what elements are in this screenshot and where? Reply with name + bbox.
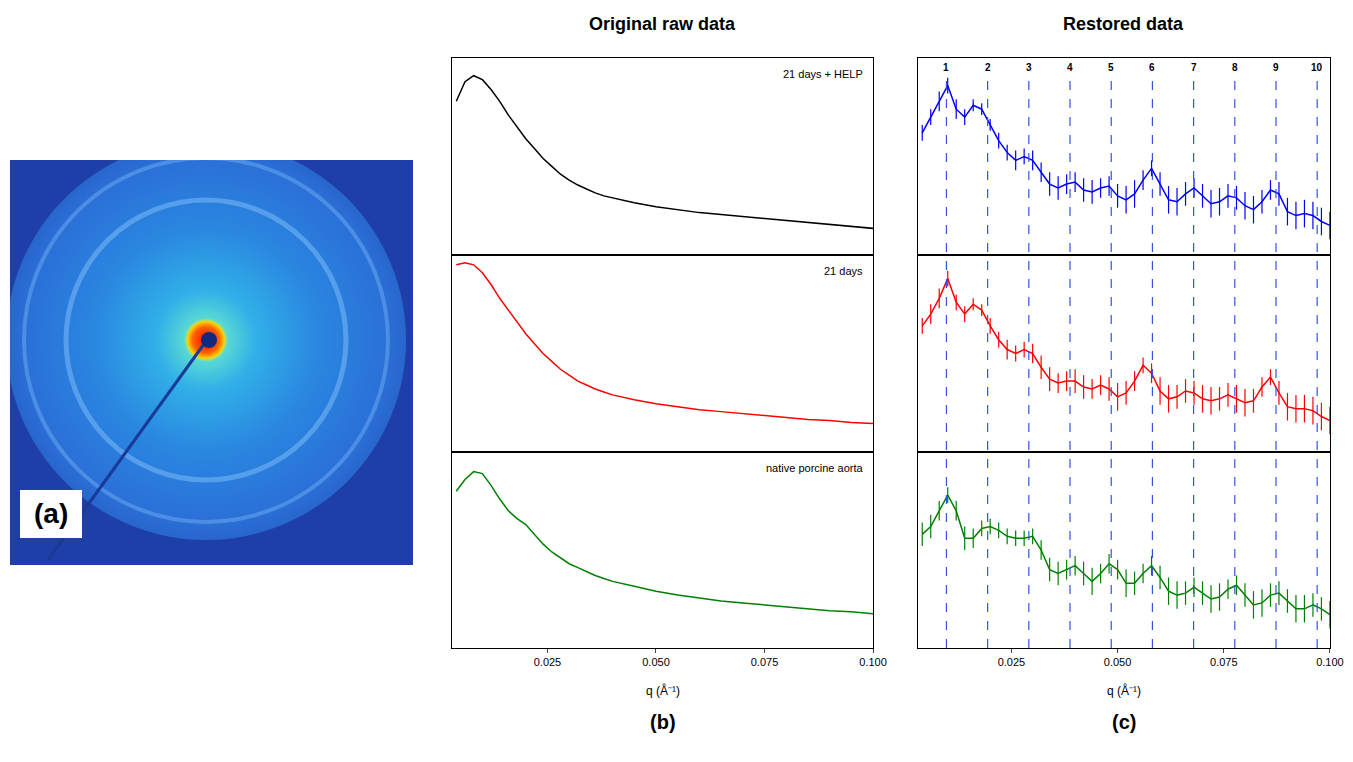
svg-text:6: 6 [1149, 62, 1155, 73]
svg-text:1: 1 [943, 62, 949, 73]
svg-text:0.050: 0.050 [1104, 656, 1132, 668]
svg-text:0.050: 0.050 [642, 656, 670, 668]
svg-text:Original raw data: Original raw data [589, 14, 736, 34]
svg-text:(c): (c) [1112, 711, 1136, 733]
svg-text:q (Å⁻¹): q (Å⁻¹) [1107, 683, 1141, 698]
svg-text:21 days: 21 days [824, 265, 863, 277]
svg-text:4: 4 [1067, 62, 1073, 73]
svg-text:21 days + HELP: 21 days + HELP [783, 68, 863, 80]
svg-text:0.025: 0.025 [998, 656, 1026, 668]
svg-text:0.100: 0.100 [1316, 656, 1344, 668]
svg-text:q (Å⁻¹): q (Å⁻¹) [646, 683, 680, 698]
svg-text:(b): (b) [650, 711, 676, 733]
svg-text:2: 2 [985, 62, 991, 73]
svg-text:5: 5 [1108, 62, 1114, 73]
svg-text:Restored data: Restored data [1063, 14, 1184, 34]
svg-text:0.100: 0.100 [859, 656, 887, 668]
svg-text:0.075: 0.075 [1210, 656, 1238, 668]
svg-text:9: 9 [1273, 62, 1279, 73]
svg-text:0.075: 0.075 [751, 656, 779, 668]
html-text:(a): (a) [34, 498, 69, 529]
svg-text:7: 7 [1191, 62, 1197, 73]
svg-text:10: 10 [1311, 62, 1323, 73]
svg-text:native porcine aorta: native porcine aorta [766, 462, 863, 474]
svg-text:0.025: 0.025 [534, 656, 562, 668]
svg-text:3: 3 [1026, 62, 1032, 73]
svg-text:8: 8 [1232, 62, 1238, 73]
